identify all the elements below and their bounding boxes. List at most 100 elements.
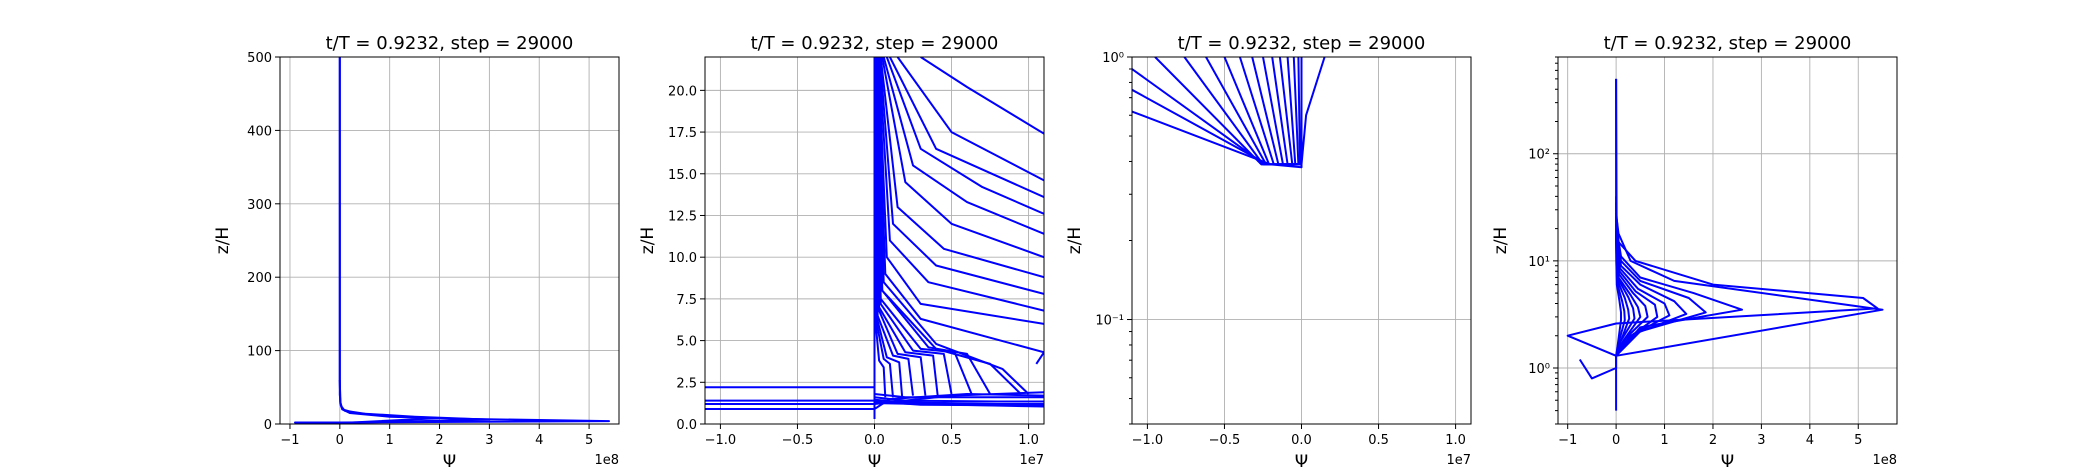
x-axis-label: Ψ xyxy=(1721,452,1734,472)
y-tick-label: 5.0 xyxy=(676,335,697,350)
axes-frame xyxy=(704,56,1045,425)
series-line xyxy=(877,57,1044,325)
x-tick-label: 5 xyxy=(585,433,593,448)
x-tick-label: 0.5 xyxy=(941,433,962,448)
x-tick-label: 0 xyxy=(336,433,344,448)
x-tick-label: 5 xyxy=(1854,433,1862,448)
y-tick-label: 0 xyxy=(264,418,272,433)
y-tick-label: 10⁰ xyxy=(1102,51,1124,66)
series-line xyxy=(878,57,1044,295)
x-tick-label: −1 xyxy=(1558,433,1577,448)
y-tick-label: 10.0 xyxy=(668,251,697,266)
x-tick-label: 1 xyxy=(1660,433,1668,448)
series-line xyxy=(879,57,1044,279)
series-line xyxy=(1297,57,1302,166)
y-tick-label: 10¹ xyxy=(1528,255,1550,270)
y-tick-label: 12.5 xyxy=(668,209,697,224)
y-tick-label: 15.0 xyxy=(668,168,697,183)
subplot-log-near-bottom: −1.0 −0.5 0.0 0.5 1.0 10⁻¹ 10⁰ t/T = 0.9232, s… xyxy=(1065,33,1472,472)
x-tick-label: −1.0 xyxy=(1132,433,1164,448)
series-line xyxy=(875,57,991,395)
series-line xyxy=(878,57,1044,312)
series-line xyxy=(889,57,1044,199)
x-tick-label: −0.5 xyxy=(782,433,814,448)
y-tick-label: 7.5 xyxy=(676,293,697,308)
data-curves xyxy=(294,57,610,424)
x-tick-label: 2 xyxy=(1709,433,1717,448)
series-line xyxy=(875,57,927,396)
y-tick-label: 300 xyxy=(247,198,272,213)
y-tick-label: 2.5 xyxy=(676,376,697,391)
series-line xyxy=(875,57,953,395)
x-tick-label: 3 xyxy=(485,433,493,448)
series-line xyxy=(881,57,1044,259)
y-tick-label: 200 xyxy=(247,271,272,286)
axes-frame xyxy=(1557,56,1898,425)
x-tick-label: −0.5 xyxy=(1209,433,1241,448)
series-line xyxy=(876,57,1044,365)
x-tick-label: −1 xyxy=(280,433,299,448)
x-tick-label: 0.0 xyxy=(1291,433,1312,448)
y-tick-label: 400 xyxy=(247,124,272,139)
chart-title: t/T = 0.9232, step = 29000 xyxy=(751,33,999,54)
y-axis-label: z/H xyxy=(1491,227,1511,254)
subplot-linear-full: −1 0 1 2 3 4 5 0 100 200 300 400 500 t/T = 0.9232, s… xyxy=(213,33,620,472)
series-line xyxy=(920,57,1044,135)
data-curves xyxy=(705,57,1044,419)
x-tick-label: 4 xyxy=(535,433,543,448)
subplot-linear-zoom: −1.0 −0.5 0.0 0.5 1.0 0.0 2.5 5.0 7.5 10.0 12.5 15.… xyxy=(638,33,1045,472)
data-curves xyxy=(1566,78,1884,411)
x-tick-label: 2 xyxy=(435,433,443,448)
axes-frame xyxy=(279,56,620,425)
x-tick-label: 0.0 xyxy=(864,433,885,448)
y-tick-label: 10⁰ xyxy=(1528,362,1550,377)
chart-title: t/T = 0.9232, step = 29000 xyxy=(1604,33,1852,54)
x-tick-label: 3 xyxy=(1757,433,1765,448)
x-tick-label: 1.0 xyxy=(1445,433,1466,448)
x-tick-label: 1.0 xyxy=(1018,433,1039,448)
series-line xyxy=(1578,355,1618,380)
x-offset-label: 1e7 xyxy=(1446,453,1471,468)
x-tick-label: 0 xyxy=(1612,433,1620,448)
x-offset-label: 1e8 xyxy=(1872,453,1897,468)
series-line xyxy=(885,57,1044,215)
y-axis-label: z/H xyxy=(213,227,233,254)
y-tick-label: 10² xyxy=(1528,148,1550,163)
series-line xyxy=(876,57,1030,395)
data-curves xyxy=(1132,57,1326,169)
series-line xyxy=(896,57,1044,182)
series-line xyxy=(874,396,1044,403)
series-line xyxy=(338,379,441,424)
y-tick-label: 17.5 xyxy=(668,126,697,141)
tick-marks: −1 0 1 2 3 4 5 0 100 200 300 400 500 xyxy=(247,51,593,448)
subplot-log-full: −1 0 1 2 3 4 5 10⁰ 10¹ 10² t/T = 0.9232, step = 2… xyxy=(1491,33,1898,472)
series-line xyxy=(1300,57,1326,165)
x-tick-label: 1 xyxy=(386,433,394,448)
series-line xyxy=(1615,236,1622,356)
x-tick-label: 4 xyxy=(1806,433,1814,448)
x-axis-label: Ψ xyxy=(868,452,881,472)
y-axis-label: z/H xyxy=(1065,227,1085,254)
series-line xyxy=(874,398,1044,405)
series-line xyxy=(705,386,876,402)
y-tick-label: 10⁻¹ xyxy=(1095,314,1124,329)
chart-title: t/T = 0.9232, step = 29000 xyxy=(1178,33,1426,54)
x-offset-label: 1e7 xyxy=(1019,453,1044,468)
axes-frame xyxy=(1131,56,1472,425)
series-line xyxy=(874,57,887,398)
series-line xyxy=(882,57,1044,235)
x-axis-label: Ψ xyxy=(443,452,456,472)
tick-marks: −1.0 −0.5 0.0 0.5 1.0 10⁻¹ 10⁰ xyxy=(1095,51,1466,448)
x-axis-label: Ψ xyxy=(1295,452,1308,472)
x-tick-label: 0.5 xyxy=(1368,433,1389,448)
x-tick-label: −1.0 xyxy=(705,433,737,448)
series-line xyxy=(874,393,1044,399)
tick-marks: −1.0 −0.5 0.0 0.5 1.0 0.0 2.5 5.0 7.5 10.0 12.5 15.… xyxy=(668,84,1039,448)
x-offset-label: 1e8 xyxy=(594,453,619,468)
y-tick-label: 20.0 xyxy=(668,84,697,99)
series-line xyxy=(874,402,1044,408)
chart-title: t/T = 0.9232, step = 29000 xyxy=(326,33,574,54)
y-tick-label: 100 xyxy=(247,345,272,360)
